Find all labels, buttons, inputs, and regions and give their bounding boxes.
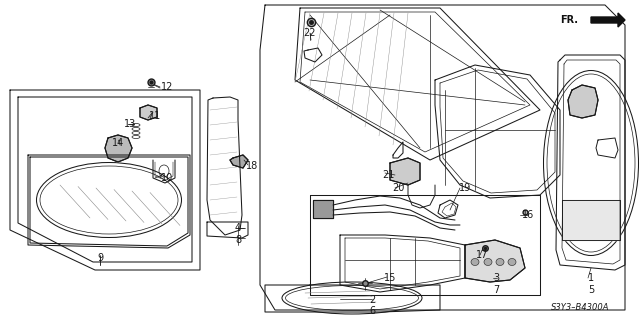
Text: 9: 9: [97, 253, 103, 263]
Ellipse shape: [496, 258, 504, 265]
Polygon shape: [568, 85, 598, 118]
Text: 11: 11: [149, 111, 161, 121]
Text: 14: 14: [112, 138, 124, 148]
Text: 20: 20: [392, 183, 404, 193]
Text: 22: 22: [304, 28, 316, 38]
Text: 5: 5: [588, 285, 594, 295]
Polygon shape: [140, 105, 157, 120]
Text: 4: 4: [235, 223, 241, 233]
Polygon shape: [591, 13, 625, 27]
Polygon shape: [465, 240, 525, 282]
Text: 2: 2: [369, 295, 375, 305]
Polygon shape: [105, 135, 132, 162]
Text: 17: 17: [476, 250, 488, 260]
Text: 6: 6: [369, 306, 375, 316]
Text: 8: 8: [235, 235, 241, 245]
Polygon shape: [390, 158, 420, 185]
Text: 1: 1: [588, 273, 594, 283]
Ellipse shape: [484, 258, 492, 265]
Text: 12: 12: [161, 82, 173, 92]
Text: 13: 13: [124, 119, 136, 129]
Text: 19: 19: [459, 183, 471, 193]
Polygon shape: [313, 200, 333, 218]
Text: 3: 3: [493, 273, 499, 283]
Polygon shape: [230, 155, 248, 168]
Text: 21: 21: [382, 170, 394, 180]
Ellipse shape: [508, 258, 516, 265]
Text: 16: 16: [522, 210, 534, 220]
Polygon shape: [562, 200, 620, 240]
Text: FR.: FR.: [560, 15, 578, 25]
Text: 7: 7: [493, 285, 499, 295]
Text: S3Y3–B4300A: S3Y3–B4300A: [551, 303, 609, 313]
Ellipse shape: [471, 258, 479, 265]
Text: 10: 10: [161, 173, 173, 183]
Text: 18: 18: [246, 161, 258, 171]
Text: 15: 15: [384, 273, 396, 283]
